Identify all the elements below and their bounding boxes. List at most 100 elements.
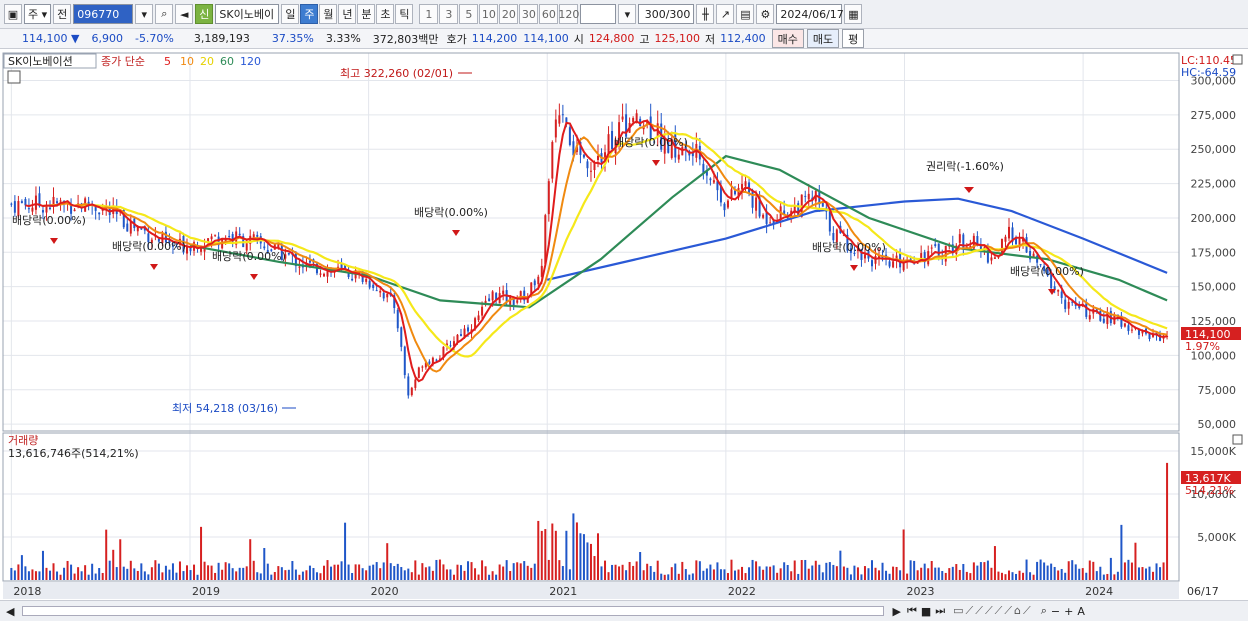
interval-120[interactable]: 120: [558, 4, 579, 24]
volume-bar: [1134, 542, 1137, 580]
count-field[interactable]: 300/300: [638, 4, 695, 24]
sell-button[interactable]: 매도: [806, 29, 840, 48]
candle-body: [59, 200, 62, 202]
candle-body: [266, 250, 269, 252]
font-icon[interactable]: A: [1077, 604, 1085, 618]
layout-icon[interactable]: ▣: [4, 4, 22, 24]
interval-5[interactable]: 5: [459, 4, 479, 24]
candle-body: [386, 293, 389, 298]
candle-body: [38, 193, 41, 207]
tab-3[interactable]: 년: [338, 4, 357, 24]
save-icon[interactable]: ▤: [736, 4, 755, 24]
date-input[interactable]: 2024/06/17: [776, 4, 844, 24]
close-icon[interactable]: [1232, 434, 1243, 445]
volume-bar: [200, 526, 203, 580]
volume-bar: [558, 560, 561, 580]
table-icon[interactable]: [7, 70, 21, 84]
buy-button[interactable]: 매수: [771, 29, 804, 48]
tab-0[interactable]: 일: [281, 4, 300, 24]
candle-body: [344, 264, 347, 270]
code-input[interactable]: 096770: [73, 4, 134, 24]
legend-ma5: 5: [164, 55, 171, 68]
candle-body: [459, 334, 462, 336]
tab-1[interactable]: 주: [300, 4, 319, 24]
scrollbar[interactable]: [22, 606, 885, 616]
search-icon[interactable]: ⌕: [155, 4, 174, 24]
volume-bar: [948, 568, 951, 580]
candle-body: [129, 221, 132, 234]
candle-body: [554, 119, 557, 138]
volume-bar: [147, 574, 150, 580]
volume-current-tag: [1181, 471, 1241, 484]
tab-2[interactable]: 월: [319, 4, 338, 24]
candle-body: [1067, 301, 1070, 309]
volume-bar: [396, 563, 399, 580]
candle-body: [1137, 329, 1140, 335]
zoom-out-icon[interactable]: −: [1050, 604, 1061, 618]
count-total: /300: [665, 7, 691, 21]
volume-bar: [821, 572, 824, 580]
candle-body: [842, 234, 845, 236]
volume-bar: [681, 561, 684, 580]
candle-body: [365, 278, 368, 282]
chevron-down-icon[interactable]: ▾: [618, 4, 637, 24]
calendar-icon[interactable]: ▦: [844, 4, 863, 24]
candle-body: [431, 357, 434, 365]
interval-30[interactable]: 30: [519, 4, 539, 24]
high-price: 125,100: [654, 32, 701, 45]
price-chart[interactable]: 50,000 75,000 100,000 125,000 150,000 175,000…: [0, 51, 1248, 600]
scroll-right-icon[interactable]: ▶: [892, 604, 901, 618]
volume: 3,189,193: [193, 32, 250, 45]
first-icon[interactable]: ⏮: [906, 604, 917, 617]
last-icon[interactable]: ⏭: [935, 604, 946, 617]
interval-3[interactable]: 3: [439, 4, 459, 24]
volume-bar: [358, 564, 361, 580]
close-icon[interactable]: [1232, 54, 1243, 65]
gear-icon[interactable]: ⚙: [756, 4, 775, 24]
interval-input[interactable]: [580, 4, 617, 24]
candle-body: [1036, 255, 1039, 263]
tab-6[interactable]: 틱: [395, 4, 414, 24]
volume-bar: [1085, 572, 1088, 580]
zoom-in-icon[interactable]: +: [1064, 604, 1074, 618]
candle-body: [210, 236, 213, 240]
volume-bar: [923, 563, 926, 580]
speaker-icon[interactable]: ◄: [175, 4, 194, 24]
volume-bar: [842, 566, 845, 580]
draw-icon[interactable]: ↗: [716, 4, 735, 24]
bid-price: 114,100: [523, 32, 569, 45]
candle-body: [382, 292, 385, 299]
volume-bar: [27, 571, 30, 580]
volume-bar: [607, 572, 610, 580]
stop-icon[interactable]: ■: [920, 604, 932, 618]
interval-10[interactable]: 10: [479, 4, 499, 24]
candle-body: [368, 280, 371, 288]
tab-5[interactable]: 초: [376, 4, 395, 24]
drawing-tools[interactable]: ▭⟋⟋⟋⟋⟋⌂⟋: [953, 604, 1033, 617]
interval-60[interactable]: 60: [539, 4, 559, 24]
candle-body: [1000, 238, 1003, 256]
volume-pct-tag: 514,21%: [1185, 484, 1234, 497]
interval-1[interactable]: 1: [419, 4, 439, 24]
interval-20[interactable]: 20: [499, 4, 519, 24]
volume-bar: [459, 565, 462, 580]
candle-icon[interactable]: ╫: [696, 4, 715, 24]
candle-body: [726, 200, 729, 208]
candle-body: [551, 142, 554, 179]
candle-body: [832, 233, 835, 241]
volume-bar: [611, 564, 614, 580]
tab-4[interactable]: 분: [357, 4, 376, 24]
zoom-icon[interactable]: ⌕: [1040, 604, 1047, 617]
eval-button[interactable]: 평: [842, 29, 865, 48]
volume-bar: [1109, 557, 1112, 580]
dropdown-icon[interactable]: ▾: [135, 4, 154, 24]
volume-bar: [1032, 574, 1035, 580]
candle-body: [1053, 286, 1056, 290]
volume-bar: [800, 560, 803, 580]
volume-bar: [828, 562, 831, 580]
volume-bar: [140, 563, 143, 580]
period-select[interactable]: 주 ▾: [24, 4, 52, 24]
volume-bar: [63, 567, 66, 580]
scroll-left-icon[interactable]: ◀: [6, 604, 15, 618]
prev-button[interactable]: 전: [53, 4, 72, 24]
